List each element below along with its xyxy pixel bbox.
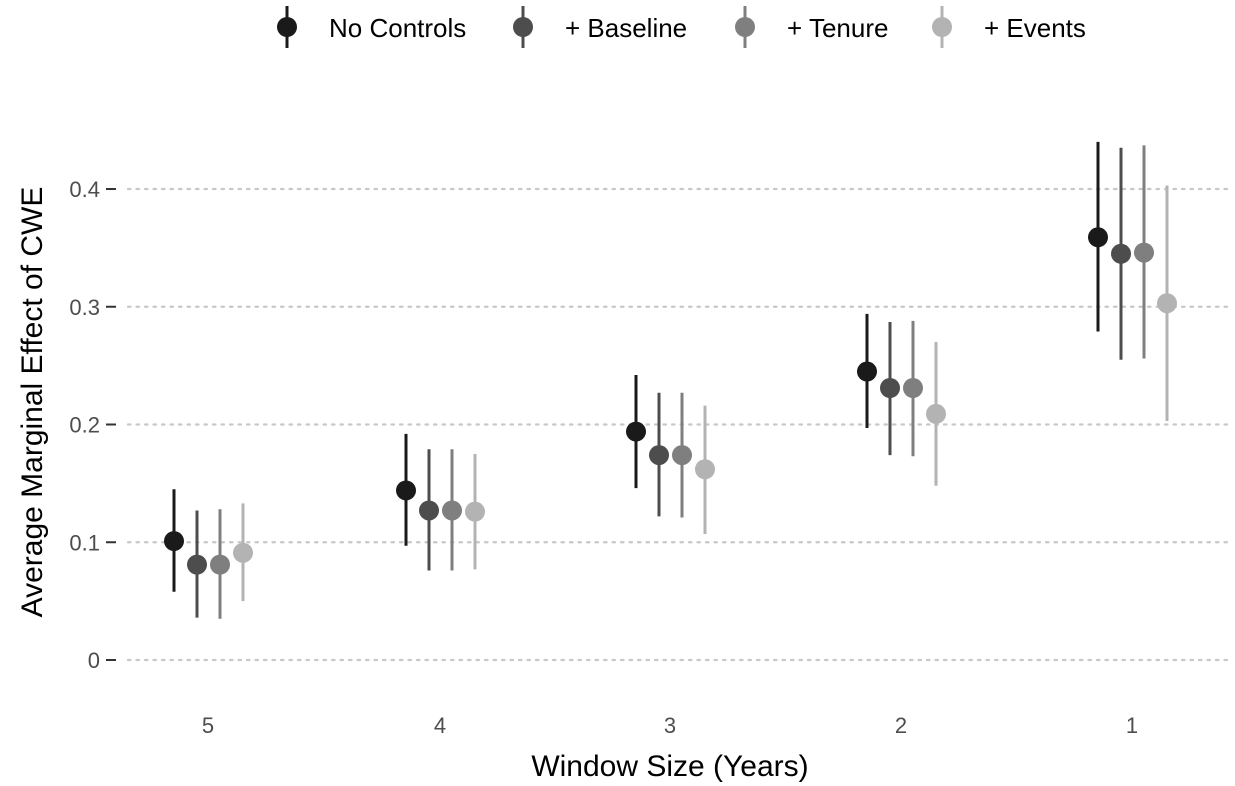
grid	[126, 187, 1232, 662]
series-2	[187, 147, 1131, 618]
data-point	[926, 403, 946, 424]
plot-marks	[164, 141, 1177, 619]
legend-item: + Baseline	[513, 6, 687, 48]
y-tick-label: 0	[88, 648, 100, 673]
legend-key-point	[735, 17, 755, 37]
y-axis: 0 0.1 0.2 0.3 0.4	[69, 177, 116, 673]
series-3	[210, 145, 1154, 619]
x-axis: 5 4 3 2 1	[202, 713, 1138, 738]
data-point	[649, 445, 669, 466]
legend-label: + Baseline	[565, 13, 687, 43]
data-point	[1088, 227, 1108, 248]
legend-item: No Controls	[277, 6, 466, 48]
legend-label: + Events	[984, 13, 1086, 43]
data-point	[1111, 243, 1131, 264]
x-tick-label: 3	[664, 713, 676, 738]
data-point	[903, 377, 923, 398]
data-point	[1157, 293, 1177, 314]
data-point	[396, 480, 416, 501]
legend-item: + Tenure	[735, 6, 888, 48]
data-point	[465, 501, 485, 522]
series-1	[164, 141, 1108, 592]
y-tick-label: 0.1	[69, 530, 100, 555]
data-point	[857, 361, 877, 382]
x-tick-label: 4	[434, 713, 446, 738]
series-4	[233, 185, 1177, 602]
legend-label: No Controls	[329, 13, 466, 43]
data-point	[233, 542, 253, 563]
y-tick-label: 0.4	[69, 177, 100, 202]
legend-label: + Tenure	[787, 13, 888, 43]
legend-key-point	[277, 17, 297, 37]
data-point	[880, 377, 900, 398]
data-point	[419, 500, 439, 521]
data-point	[442, 500, 462, 521]
y-axis-title: Average Marginal Effect of CWE	[16, 187, 49, 618]
data-point	[210, 554, 230, 575]
legend-key-point	[932, 17, 952, 37]
legend: No Controls + Baseline + Tenure + Events	[277, 6, 1086, 48]
y-tick-label: 0.2	[69, 413, 100, 438]
data-point	[187, 554, 207, 575]
data-point	[1134, 242, 1154, 263]
x-tick-label: 1	[1126, 713, 1138, 738]
legend-key-point	[513, 17, 533, 37]
data-point	[626, 421, 646, 442]
y-tick-label: 0.3	[69, 295, 100, 320]
x-tick-label: 5	[202, 713, 214, 738]
x-axis-title: Window Size (Years)	[531, 750, 808, 783]
x-tick-label: 2	[895, 713, 907, 738]
data-point	[695, 459, 715, 480]
data-point	[164, 531, 184, 552]
legend-item: + Events	[932, 6, 1086, 48]
data-point	[672, 445, 692, 466]
